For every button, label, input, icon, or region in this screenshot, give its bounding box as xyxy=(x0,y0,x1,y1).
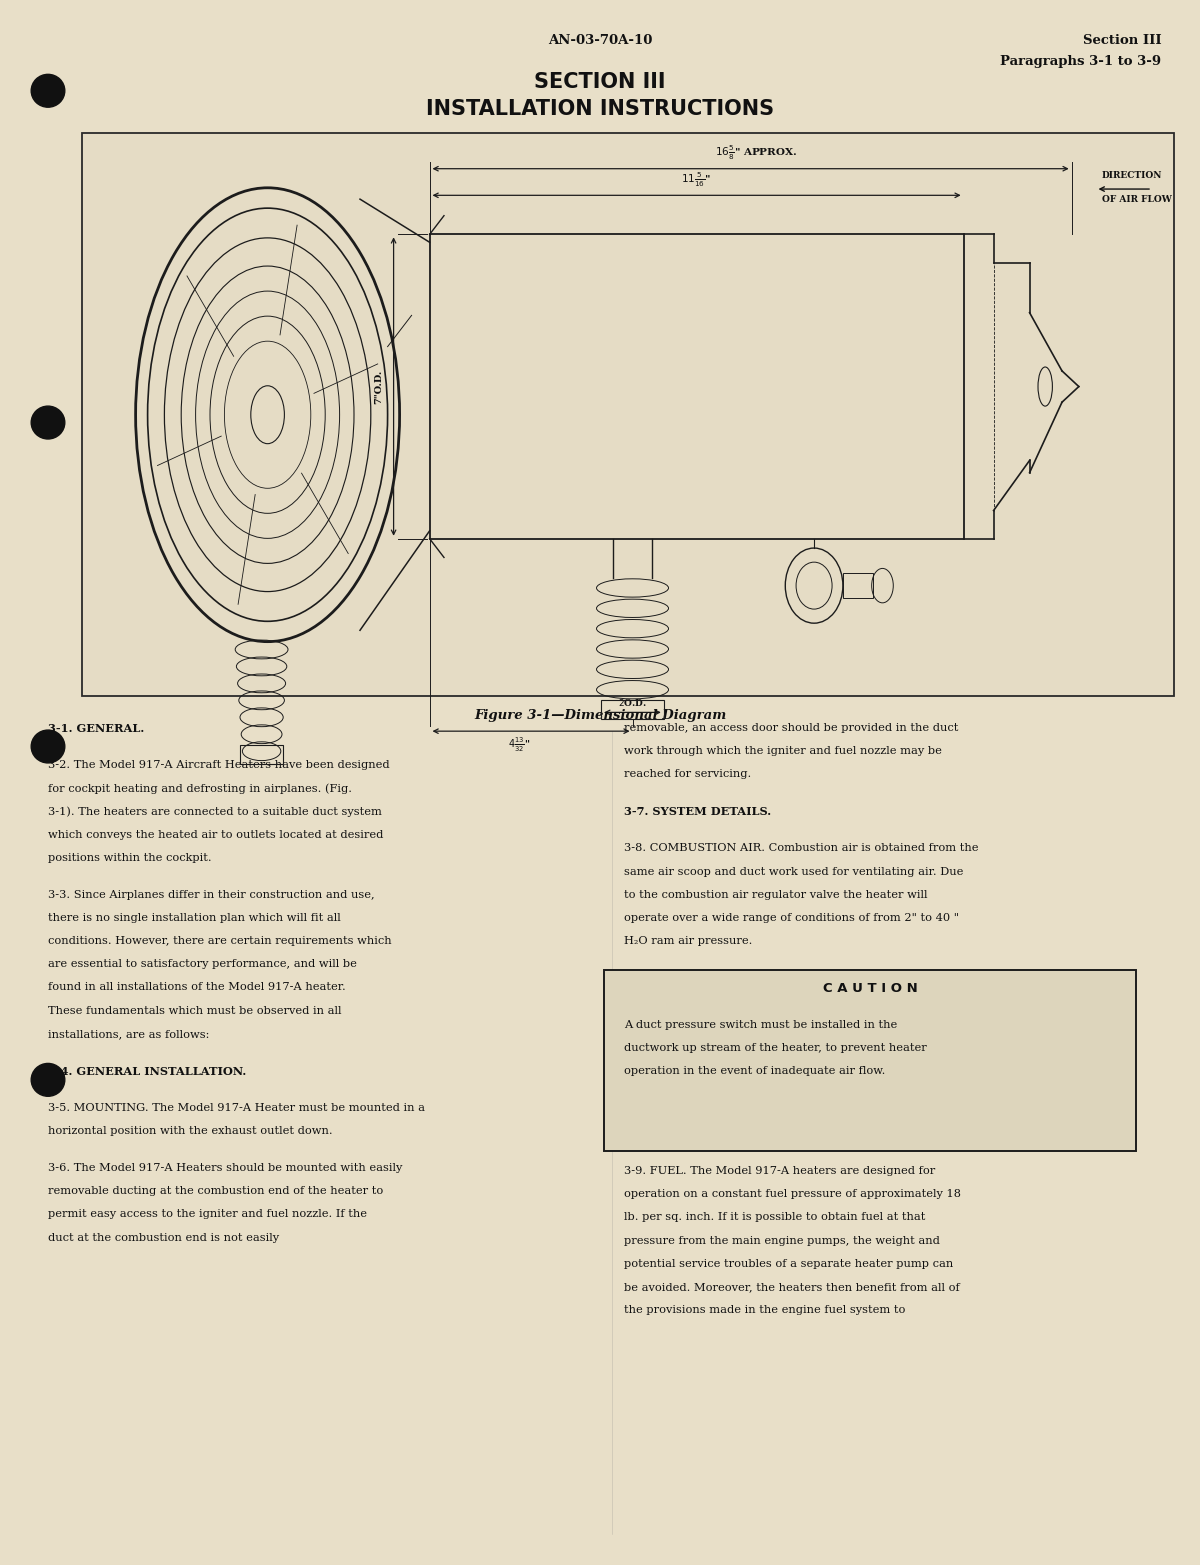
Text: Figure 3-1—Dimensional Diagram: Figure 3-1—Dimensional Diagram xyxy=(474,709,726,721)
Text: operate over a wide range of conditions of from 2" to 40 ": operate over a wide range of conditions … xyxy=(624,912,959,923)
Ellipse shape xyxy=(31,407,65,438)
Text: 7"O.D.: 7"O.D. xyxy=(374,369,384,404)
Text: 3-8. COMBUSTION AIR. Combustion air is obtained from the: 3-8. COMBUSTION AIR. Combustion air is o… xyxy=(624,844,978,853)
Text: 3-1. GENERAL.: 3-1. GENERAL. xyxy=(48,723,144,734)
Text: These fundamentals which must be observed in all: These fundamentals which must be observe… xyxy=(48,1006,342,1016)
Text: found in all installations of the Model 917-A heater.: found in all installations of the Model … xyxy=(48,983,346,992)
Bar xyxy=(842,573,872,598)
Text: lb. per sq. inch. If it is possible to obtain fuel at that: lb. per sq. inch. If it is possible to o… xyxy=(624,1213,925,1222)
Text: there is no single installation plan which will fit all: there is no single installation plan whi… xyxy=(48,912,341,923)
Text: 3-5. MOUNTING. The Model 917-A Heater must be mounted in a: 3-5. MOUNTING. The Model 917-A Heater mu… xyxy=(48,1103,425,1113)
Text: Paragraphs 3-1 to 3-9: Paragraphs 3-1 to 3-9 xyxy=(1001,55,1162,67)
Text: pressure from the main engine pumps, the weight and: pressure from the main engine pumps, the… xyxy=(624,1235,940,1246)
Text: removable ducting at the combustion end of the heater to: removable ducting at the combustion end … xyxy=(48,1186,383,1196)
Text: A duct pressure switch must be installed in the: A duct pressure switch must be installed… xyxy=(624,1019,898,1030)
Text: 3-2. The Model 917-A Aircraft Heaters have been designed: 3-2. The Model 917-A Aircraft Heaters ha… xyxy=(48,761,390,770)
Text: operation in the event of inadequate air flow.: operation in the event of inadequate air… xyxy=(624,1066,886,1075)
Text: $2$O.D.: $2$O.D. xyxy=(618,696,647,707)
Text: INSTALLATION INSTRUCTIONS: INSTALLATION INSTRUCTIONS xyxy=(426,99,774,119)
Text: duct at the combustion end is not easily: duct at the combustion end is not easily xyxy=(48,1233,280,1243)
Text: $16\frac{5}{8}$" APPROX.: $16\frac{5}{8}$" APPROX. xyxy=(715,144,798,163)
Text: operation on a constant fuel pressure of approximately 18: operation on a constant fuel pressure of… xyxy=(624,1189,961,1199)
Bar xyxy=(82,133,1174,696)
Text: are essential to satisfactory performance, and will be: are essential to satisfactory performanc… xyxy=(48,959,356,969)
Text: positions within the cockpit.: positions within the cockpit. xyxy=(48,853,211,862)
Text: same air scoop and duct work used for ventilating air. Due: same air scoop and duct work used for ve… xyxy=(624,867,964,876)
Ellipse shape xyxy=(31,74,65,106)
Text: potential service troubles of a separate heater pump can: potential service troubles of a separate… xyxy=(624,1258,953,1269)
Text: 3-7. SYSTEM DETAILS.: 3-7. SYSTEM DETAILS. xyxy=(624,806,772,817)
Text: $4\frac{13}{32}$": $4\frac{13}{32}$" xyxy=(508,736,530,754)
Text: permit easy access to the igniter and fuel nozzle. If the: permit easy access to the igniter and fu… xyxy=(48,1210,367,1219)
Text: Section III: Section III xyxy=(1082,34,1162,47)
Bar xyxy=(240,745,283,764)
Ellipse shape xyxy=(31,729,65,762)
Text: 3-4. GENERAL INSTALLATION.: 3-4. GENERAL INSTALLATION. xyxy=(48,1066,246,1077)
Text: 3-1). The heaters are connected to a suitable duct system: 3-1). The heaters are connected to a sui… xyxy=(48,806,382,817)
Text: work through which the igniter and fuel nozzle may be: work through which the igniter and fuel … xyxy=(624,747,942,756)
Text: 3-3. Since Airplanes differ in their construction and use,: 3-3. Since Airplanes differ in their con… xyxy=(48,890,374,900)
Text: SECTION III: SECTION III xyxy=(534,72,666,92)
Text: to the combustion air regulator valve the heater will: to the combustion air regulator valve th… xyxy=(624,890,928,900)
Ellipse shape xyxy=(31,1064,65,1096)
Text: horizontal position with the exhaust outlet down.: horizontal position with the exhaust out… xyxy=(48,1127,332,1136)
Text: 3-9. FUEL. The Model 917-A heaters are designed for: 3-9. FUEL. The Model 917-A heaters are d… xyxy=(624,1166,935,1175)
Bar xyxy=(601,700,664,718)
Text: DIRECTION: DIRECTION xyxy=(1102,171,1162,180)
FancyBboxPatch shape xyxy=(604,970,1136,1150)
Text: installations, are as follows:: installations, are as follows: xyxy=(48,1028,209,1039)
Text: be avoided. Moreover, the heaters then benefit from all of: be avoided. Moreover, the heaters then b… xyxy=(624,1282,960,1291)
Text: OF AIR FLOW: OF AIR FLOW xyxy=(1102,196,1171,205)
Text: ductwork up stream of the heater, to prevent heater: ductwork up stream of the heater, to pre… xyxy=(624,1042,926,1053)
Text: removable, an access door should be provided in the duct: removable, an access door should be prov… xyxy=(624,723,959,732)
Text: AN-03-70A-10: AN-03-70A-10 xyxy=(548,34,652,47)
Text: C A U T I O N: C A U T I O N xyxy=(823,983,917,995)
Text: H₂O ram air pressure.: H₂O ram air pressure. xyxy=(624,936,752,947)
Text: conditions. However, there are certain requirements which: conditions. However, there are certain r… xyxy=(48,936,391,947)
Text: for cockpit heating and defrosting in airplanes. (Fig.: for cockpit heating and defrosting in ai… xyxy=(48,782,352,793)
Text: $11\frac{5}{16}$": $11\frac{5}{16}$" xyxy=(682,171,712,189)
Text: 3-6. The Model 917-A Heaters should be mounted with easily: 3-6. The Model 917-A Heaters should be m… xyxy=(48,1163,402,1174)
Text: which conveys the heated air to outlets located at desired: which conveys the heated air to outlets … xyxy=(48,829,383,839)
Text: reached for servicing.: reached for servicing. xyxy=(624,770,751,779)
Bar xyxy=(430,235,964,538)
Text: the provisions made in the engine fuel system to: the provisions made in the engine fuel s… xyxy=(624,1305,905,1315)
